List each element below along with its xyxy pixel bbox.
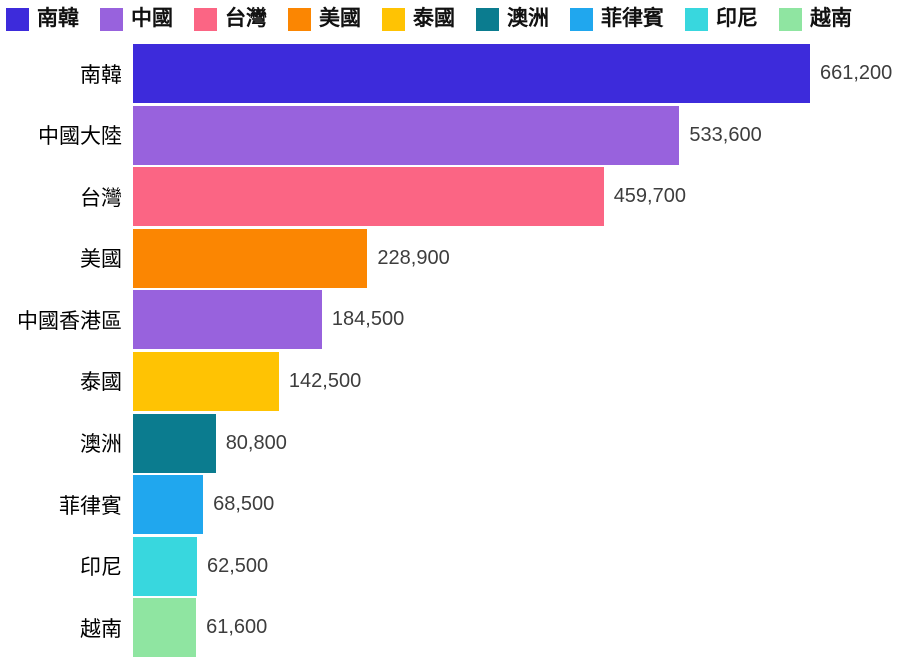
bar-row: 澳洲 80,800	[0, 413, 897, 476]
value-label: 142,500	[288, 369, 362, 392]
bar-track: 533,600	[133, 105, 897, 165]
bar-track: 459,700	[133, 167, 897, 227]
value-label: 80,800	[225, 431, 287, 454]
legend-item[interactable]: 澳洲	[476, 7, 549, 31]
bar-track: 61,600	[133, 598, 897, 658]
legend-item[interactable]: 菲律賓	[570, 7, 664, 31]
category-label: 台灣	[80, 186, 122, 210]
bar-track: 80,800	[133, 413, 897, 473]
legend-label: 美國	[319, 7, 361, 31]
category-label: 中國香港區	[17, 309, 122, 333]
legend-label: 菲律賓	[601, 7, 664, 31]
legend-label: 越南	[810, 7, 852, 31]
category-label: 印尼	[80, 556, 122, 580]
legend-swatch-icon	[194, 7, 217, 31]
value-label: 661,200	[820, 62, 893, 84]
value-label: 533,600	[689, 123, 762, 146]
legend-label: 印尼	[716, 7, 758, 31]
bar-row: 菲律賓 68,500	[0, 475, 897, 537]
legend-label: 泰國	[413, 7, 455, 31]
bar-row: 印尼 62,500	[0, 536, 897, 599]
bar[interactable]	[133, 44, 810, 103]
value-label: 459,700	[613, 185, 686, 208]
legend-item[interactable]: 美國	[288, 7, 361, 31]
category-label: 美國	[80, 248, 122, 272]
bar-row: 中國大陸 533,600	[0, 105, 897, 168]
bar-row: 台灣 459,700	[0, 167, 897, 229]
legend-swatch-icon	[476, 7, 499, 31]
bar-track: 661,200	[133, 44, 897, 103]
bar-row: 美國 228,900	[0, 228, 897, 291]
bar[interactable]	[133, 167, 604, 227]
bar-track: 62,500	[133, 536, 897, 596]
legend-swatch-icon	[382, 7, 405, 31]
value-label: 62,500	[207, 554, 269, 577]
legend-label: 中國	[131, 7, 173, 31]
bar[interactable]	[133, 290, 322, 350]
legend-swatch-icon	[100, 7, 123, 31]
legend-label: 台灣	[225, 7, 267, 31]
legend-item[interactable]: 台灣	[194, 7, 267, 31]
value-label: 228,900	[377, 246, 450, 269]
category-label: 菲律賓	[59, 494, 122, 518]
bar-track: 68,500	[133, 475, 897, 535]
legend-item[interactable]: 南韓	[6, 7, 79, 31]
legend-item[interactable]: 印尼	[685, 7, 758, 31]
bar[interactable]	[133, 598, 197, 658]
legend-label: 南韓	[37, 7, 79, 31]
legend-swatch-icon	[570, 7, 593, 31]
category-label: 越南	[80, 617, 122, 641]
bar-track: 142,500	[133, 351, 897, 411]
bar[interactable]	[133, 105, 680, 165]
legend-swatch-icon	[779, 7, 802, 31]
value-label: 61,600	[206, 616, 268, 639]
bar[interactable]	[133, 413, 216, 473]
legend-item[interactable]: 越南	[779, 7, 852, 31]
value-label: 68,500	[213, 493, 275, 516]
bar-row: 中國香港區 184,500	[0, 290, 897, 352]
chart-area: 南韓 661,200 中國大陸 533,600 台灣 459,700 美國 22…	[0, 44, 897, 660]
legend-swatch-icon	[6, 7, 29, 31]
legend-swatch-icon	[685, 7, 708, 31]
bar-row: 南韓 661,200	[0, 44, 897, 106]
bar-row: 泰國 142,500	[0, 351, 897, 414]
bar-track: 184,500	[133, 290, 897, 350]
category-label: 南韓	[80, 63, 122, 87]
legend-item[interactable]: 中國	[100, 7, 173, 31]
legend-swatch-icon	[288, 7, 311, 31]
legend-item[interactable]: 泰國	[382, 7, 455, 31]
bar[interactable]	[133, 351, 279, 411]
bar-row: 越南 61,600	[0, 598, 897, 660]
value-label: 184,500	[331, 308, 405, 331]
bar[interactable]	[133, 228, 368, 288]
category-label: 中國大陸	[38, 125, 122, 149]
bar[interactable]	[133, 475, 204, 535]
category-label: 澳洲	[80, 433, 122, 457]
bar[interactable]	[133, 536, 197, 596]
bar-track: 228,900	[133, 228, 897, 288]
chart-legend: 南韓 中國 台灣 美國 泰國 澳洲 菲律賓 印尼 越南	[6, 5, 897, 33]
category-label: 泰國	[80, 371, 122, 395]
legend-label: 澳洲	[507, 7, 549, 31]
